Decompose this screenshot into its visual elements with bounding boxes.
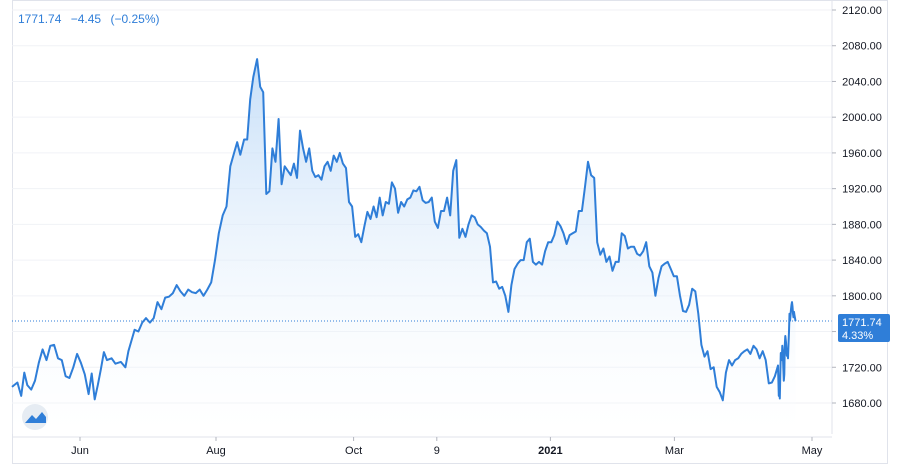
x-tick-label: Jun bbox=[71, 445, 89, 457]
y-tick-label: 2120.00 bbox=[842, 5, 882, 17]
last-price-tag bbox=[838, 314, 890, 343]
tradingview-logo-icon[interactable] bbox=[22, 404, 48, 430]
y-tick-label: 1920.00 bbox=[842, 184, 882, 196]
y-tick-label: 1800.00 bbox=[842, 291, 882, 303]
chart-frame bbox=[12, 0, 888, 464]
x-tick-label: May bbox=[802, 445, 823, 457]
y-tick-label: 1960.00 bbox=[842, 148, 882, 160]
y-tick-label: 1880.00 bbox=[842, 219, 882, 231]
y-tick-label: 2080.00 bbox=[842, 41, 882, 53]
x-tick-label: Mar bbox=[665, 445, 684, 457]
y-tick-label: 1680.00 bbox=[842, 398, 882, 410]
y-tick-label: 1840.00 bbox=[842, 255, 882, 267]
price-legend: 1771.74 −4.45 (−0.25%) bbox=[18, 12, 165, 26]
price-line bbox=[11, 58, 797, 402]
y-tick-label: 1720.00 bbox=[842, 362, 882, 374]
x-tick-label: 9 bbox=[434, 445, 440, 457]
legend-change: −4.45 bbox=[70, 12, 102, 26]
price-area-fill bbox=[12, 59, 796, 434]
last-price-tag-value: 1771.74 bbox=[842, 317, 882, 329]
x-tick-label: 2021 bbox=[538, 445, 562, 457]
legend-last-price: 1771.74 bbox=[18, 12, 62, 26]
y-tick-label: 2000.00 bbox=[842, 112, 882, 124]
x-tick-label: Aug bbox=[206, 445, 226, 457]
x-tick-label: Oct bbox=[345, 445, 362, 457]
last-price-tag-pct: 4.33% bbox=[842, 330, 873, 342]
legend-change-pct: (−0.25%) bbox=[110, 12, 160, 26]
y-tick-label: 2040.00 bbox=[842, 76, 882, 88]
